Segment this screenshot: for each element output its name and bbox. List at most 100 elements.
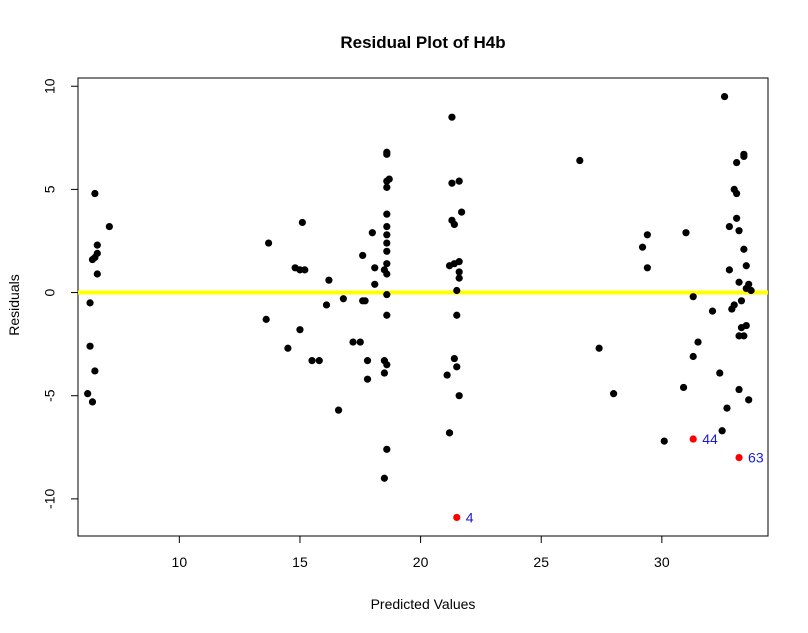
data-point — [383, 445, 391, 453]
data-point — [725, 266, 733, 274]
data-point — [105, 222, 113, 231]
data-point — [371, 280, 379, 288]
data-point — [383, 150, 391, 158]
data-point — [339, 295, 347, 303]
data-point — [455, 177, 463, 185]
data-point — [301, 266, 309, 274]
data-point — [371, 264, 379, 272]
data-point — [455, 258, 463, 266]
data-point — [448, 179, 456, 187]
data-point — [322, 301, 331, 309]
chart-title: Residual Plot of H4b — [340, 33, 505, 52]
data-point — [745, 280, 753, 288]
data-point — [708, 307, 717, 315]
x-tick-label: 15 — [292, 554, 308, 570]
data-point — [740, 245, 748, 253]
data-point — [458, 208, 466, 216]
data-point — [718, 427, 726, 435]
data-point — [660, 437, 668, 445]
y-axis-label: Residuals — [6, 274, 22, 335]
outlier-point — [689, 435, 697, 443]
data-point — [93, 270, 101, 278]
data-point — [383, 270, 391, 278]
data-point — [682, 229, 690, 237]
data-point — [383, 231, 391, 239]
x-tick-label: 30 — [654, 554, 670, 570]
data-point — [383, 210, 391, 218]
data-point — [450, 354, 458, 363]
data-point — [716, 369, 724, 377]
data-point — [576, 156, 584, 165]
data-point — [86, 299, 94, 307]
data-point — [284, 344, 292, 352]
data-point — [264, 239, 273, 247]
data-point — [450, 220, 458, 229]
data-point — [368, 229, 376, 237]
data-point — [91, 367, 99, 375]
x-axis-label: Predicted Values — [371, 596, 476, 612]
x-axis: 10 15 20 25 30 — [172, 536, 670, 570]
data-point — [747, 286, 755, 295]
plot-area — [77, 77, 769, 537]
data-point — [733, 214, 741, 222]
data-point — [356, 338, 364, 346]
data-point — [383, 311, 391, 319]
outlier-label: 44 — [702, 431, 718, 447]
data-point — [694, 338, 702, 346]
data-point — [86, 342, 94, 350]
data-point — [308, 357, 316, 365]
data-point — [91, 253, 99, 262]
data-point — [325, 276, 333, 284]
data-point — [383, 239, 391, 247]
outlier-point — [453, 513, 461, 522]
y-tick-label: -5 — [42, 389, 58, 402]
data-point — [609, 390, 618, 398]
data-point — [298, 218, 306, 227]
data-point — [730, 301, 738, 309]
data-point — [453, 311, 461, 319]
data-point — [723, 404, 731, 412]
y-tick-label: 10 — [42, 78, 58, 94]
data-point — [737, 297, 746, 305]
data-point — [84, 390, 92, 398]
data-point — [91, 189, 99, 198]
y-tick-label: 0 — [42, 288, 58, 296]
data-point — [383, 222, 391, 231]
x-tick-label: 25 — [533, 554, 549, 570]
data-point — [363, 375, 372, 383]
data-point — [453, 363, 461, 371]
data-point — [383, 247, 391, 255]
data-point — [733, 189, 741, 198]
data-point — [363, 357, 372, 365]
outlier-label: 63 — [748, 450, 764, 466]
data-point — [643, 231, 651, 239]
y-tick-label: -10 — [42, 489, 58, 509]
data-point — [725, 222, 733, 231]
x-tick-label: 10 — [172, 554, 188, 570]
data-point — [88, 398, 97, 406]
data-point — [735, 278, 743, 286]
data-point — [385, 175, 393, 183]
data-point — [745, 396, 753, 404]
plot-frame — [77, 77, 769, 537]
data-point — [643, 264, 651, 272]
data-point — [455, 268, 463, 276]
data-point — [679, 383, 688, 392]
data-point — [740, 150, 748, 158]
data-point — [445, 429, 454, 437]
data-point — [689, 352, 697, 361]
data-point — [448, 113, 456, 121]
data-point — [93, 241, 101, 249]
outlier-point — [735, 454, 743, 462]
x-tick-label: 20 — [413, 554, 429, 570]
data-point — [742, 321, 750, 330]
data-point — [740, 332, 748, 340]
data-point — [455, 392, 463, 400]
data-point — [383, 361, 391, 369]
outlier-label: 4 — [466, 509, 474, 525]
y-axis: -10 -5 0 5 10 — [42, 78, 78, 509]
data-point — [455, 274, 463, 282]
data-point — [453, 286, 461, 295]
